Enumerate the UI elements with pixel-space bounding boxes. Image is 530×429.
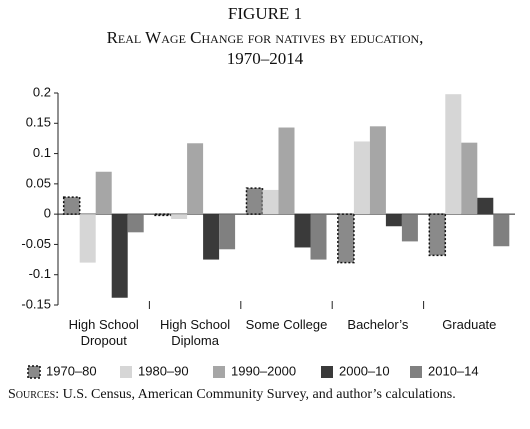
bar <box>262 189 279 215</box>
bar <box>294 214 311 248</box>
bar <box>278 127 295 215</box>
y-tick-label: 0.05 <box>26 175 51 190</box>
legend-swatch <box>120 366 132 378</box>
bar <box>310 214 327 260</box>
legend-label: 1970–80 <box>46 363 97 378</box>
source-note: Sources: U.S. Census, American Community… <box>8 386 513 403</box>
chart-title: FIGURE 1 <box>228 4 302 23</box>
bar <box>477 197 494 215</box>
x-tick-label: High School Dropout <box>68 317 139 348</box>
x-tick-label: Graduate <box>442 317 497 332</box>
bar <box>203 214 220 260</box>
bar <box>111 214 128 298</box>
bar <box>171 214 188 219</box>
bar <box>401 214 418 242</box>
x-tick-label: Some College <box>245 317 328 332</box>
bar <box>79 214 96 263</box>
source-label: Sources: <box>8 387 60 402</box>
bar <box>245 187 264 215</box>
legend-swatch <box>410 366 422 378</box>
bar <box>461 142 478 215</box>
legend-label: 2000–10 <box>339 363 390 378</box>
y-tick-label: -0.05 <box>21 236 51 251</box>
bar <box>353 141 370 215</box>
bar <box>337 213 355 264</box>
legend-swatch <box>213 366 225 378</box>
bar <box>369 126 386 215</box>
bar <box>428 213 447 257</box>
chart-subtitle: Real Wage Change for natives by educatio… <box>107 28 424 47</box>
y-tick-label: 0 <box>44 206 51 221</box>
legend-label: 1990–2000 <box>231 363 296 378</box>
bar <box>62 196 81 215</box>
x-tick-label: Bachelor’s <box>347 317 409 332</box>
bar <box>493 214 510 247</box>
y-tick-label: -0.1 <box>29 266 51 281</box>
y-tick-label: 0.2 <box>33 84 51 99</box>
bar <box>127 214 144 233</box>
legend-label: 1980–90 <box>138 363 189 378</box>
bar <box>219 214 236 250</box>
legend-swatch <box>27 365 41 379</box>
bar <box>187 143 204 215</box>
legend-label: 2010–14 <box>428 363 479 378</box>
chart-subtitle: 1970–2014 <box>227 49 304 68</box>
bar <box>445 94 462 215</box>
legend-swatch <box>321 366 333 378</box>
bar <box>154 213 172 217</box>
y-tick-label: 0.15 <box>26 115 51 130</box>
x-tick-label: High School Diploma <box>160 317 231 348</box>
y-tick-label: 0.1 <box>33 145 51 160</box>
bar <box>95 171 112 215</box>
bar <box>385 214 402 227</box>
source-text: U.S. Census, American Community Survey, … <box>62 387 456 402</box>
y-tick-label: -0.15 <box>21 296 51 311</box>
